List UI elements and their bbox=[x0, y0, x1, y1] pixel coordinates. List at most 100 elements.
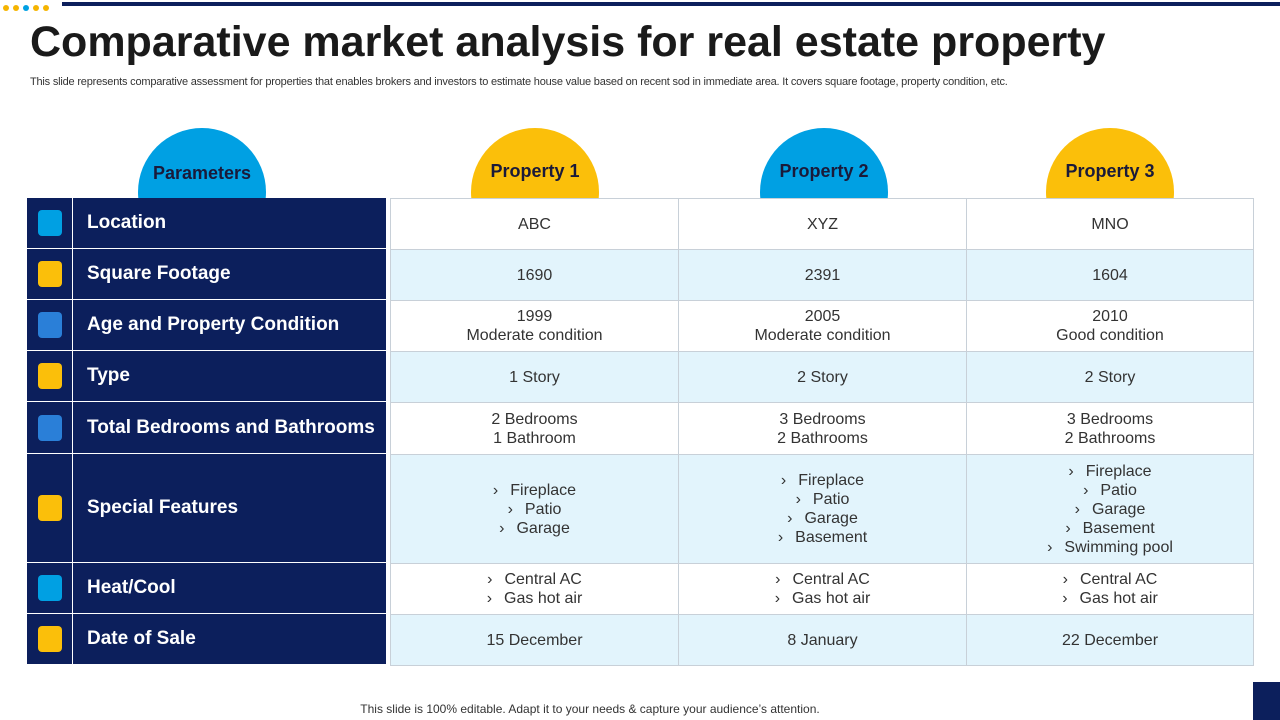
icon bbox=[37, 312, 62, 338]
header-text: Parameters bbox=[152, 163, 252, 183]
icon bbox=[37, 575, 62, 601]
column-header: Property 2 bbox=[760, 128, 888, 198]
cell-line: ABC bbox=[518, 215, 551, 233]
cell-line: Central AC bbox=[487, 570, 581, 589]
table-cell: Central ACGas hot air bbox=[966, 563, 1254, 615]
row-icon bbox=[27, 454, 73, 563]
header-text: Property 3 bbox=[1065, 161, 1155, 181]
table-cell: 2391 bbox=[678, 249, 967, 301]
cell-line: 1 Story bbox=[509, 368, 560, 386]
table-cell: 2 Bedrooms 1 Bathroom bbox=[390, 402, 679, 455]
table-cell: 1604 bbox=[966, 249, 1254, 301]
table-cell: 8 January bbox=[678, 614, 967, 666]
cell-line: Central AC bbox=[775, 570, 869, 589]
cell-line: Garage bbox=[1075, 500, 1145, 519]
column-header: Property 1 bbox=[471, 128, 599, 198]
icon bbox=[37, 626, 62, 652]
title: Comparative market analysis for real est… bbox=[30, 18, 1106, 66]
table-cell: FireplacePatioGarageBasementSwimming poo… bbox=[966, 454, 1254, 564]
table-cell: Central ACGas hot air bbox=[390, 563, 679, 615]
cell-line: Fireplace bbox=[1068, 462, 1152, 481]
cell-line: 2391 bbox=[804, 266, 841, 284]
dots bbox=[0, 0, 60, 11]
cell-line: Fireplace bbox=[493, 481, 576, 500]
cell-line: 2 Bedrooms bbox=[491, 410, 578, 428]
cell-line: 2 Bathrooms bbox=[1064, 429, 1156, 447]
icon bbox=[37, 261, 62, 287]
table-cell: Central ACGas hot air bbox=[678, 563, 967, 615]
table-cell: 3 Bedrooms 2 Bathrooms bbox=[966, 402, 1254, 455]
cell-line: Basement bbox=[778, 528, 867, 547]
row-icon bbox=[27, 563, 73, 614]
row-label: Location bbox=[73, 198, 386, 249]
icon bbox=[37, 495, 62, 521]
cell-line: 1690 bbox=[516, 266, 553, 284]
cell-line: Good condition bbox=[1056, 327, 1164, 344]
cell-line: 1 Bathroom bbox=[493, 429, 576, 447]
table-cell: 2010 Good condition bbox=[966, 300, 1254, 352]
row-icon bbox=[27, 249, 73, 300]
cell-line: 1999 bbox=[516, 308, 553, 325]
cell-line: Swimming pool bbox=[1047, 538, 1172, 557]
column-header: Property 3 bbox=[1046, 128, 1174, 198]
cell-line: Basement bbox=[1065, 519, 1155, 538]
row-label: Total Bedrooms and Bathrooms bbox=[73, 402, 386, 454]
table-cell: XYZ bbox=[678, 198, 967, 250]
corner-block bbox=[1253, 682, 1280, 720]
table-cell: 1999 Moderate condition bbox=[390, 300, 679, 352]
cell-line: MNO bbox=[1091, 215, 1129, 233]
table-cell: MNO bbox=[966, 198, 1254, 250]
cell-line: 1604 bbox=[1092, 266, 1128, 284]
table-cell: ABC bbox=[390, 198, 679, 250]
table-cell: 2 Story bbox=[966, 351, 1254, 403]
cell-line: Garage bbox=[787, 509, 857, 528]
cell-line: Patio bbox=[1083, 481, 1136, 500]
icon bbox=[37, 414, 62, 441]
row-label: Age and Property Condition bbox=[73, 300, 386, 351]
cell-line: XYZ bbox=[806, 215, 839, 233]
cell-line: Gas hot air bbox=[487, 589, 582, 608]
table-cell: 1 Story bbox=[390, 351, 679, 403]
table-cell: 22 December bbox=[966, 614, 1254, 666]
cell-line: Moderate condition bbox=[466, 327, 603, 344]
row-label: Type bbox=[73, 351, 386, 402]
cell-line: 3 Bedrooms bbox=[1066, 410, 1154, 428]
row-icon bbox=[27, 300, 73, 351]
cell-line: Patio bbox=[796, 490, 849, 509]
cell-line: Garage bbox=[499, 519, 569, 538]
row-label: Date of Sale bbox=[73, 614, 386, 665]
subtitle: This slide represents comparative assess… bbox=[30, 76, 1008, 88]
header-text: Property 2 bbox=[779, 161, 869, 181]
cell-line: 2005 bbox=[804, 308, 841, 325]
column-header: Parameters bbox=[138, 128, 266, 198]
cell-line: 8 January bbox=[787, 631, 858, 649]
cell-line: 22 December bbox=[1061, 631, 1159, 649]
cell-line: 3 Bedrooms bbox=[779, 410, 866, 428]
row-icon bbox=[27, 198, 73, 249]
cell-line: 15 December bbox=[486, 631, 583, 649]
row-icon bbox=[27, 614, 73, 665]
cell-line: 2 Bathrooms bbox=[777, 429, 868, 447]
table-cell: 1690 bbox=[390, 249, 679, 301]
table-cell: 2005 Moderate condition bbox=[678, 300, 967, 352]
icon bbox=[37, 363, 62, 389]
table-cell: FireplacePatioGarageBasement bbox=[678, 454, 967, 564]
row-label: Special Features bbox=[73, 454, 386, 563]
header-text: Property 1 bbox=[490, 161, 580, 181]
cell-line: Gas hot air bbox=[775, 589, 870, 608]
row-label: Square Footage bbox=[73, 249, 386, 300]
row-label: Heat/Cool bbox=[73, 563, 386, 614]
icon bbox=[37, 210, 62, 236]
cell-line: 2 Story bbox=[797, 368, 848, 386]
cell-line: Gas hot air bbox=[1062, 589, 1158, 608]
row-icon bbox=[27, 351, 73, 402]
cell-line: Patio bbox=[508, 500, 561, 519]
footer-note: This slide is 100% editable. Adapt it to… bbox=[360, 702, 820, 716]
table-cell: FireplacePatioGarage bbox=[390, 454, 679, 564]
cell-line: 2010 bbox=[1092, 308, 1128, 325]
table-cell: 2 Story bbox=[678, 351, 967, 403]
row-icon bbox=[27, 402, 73, 454]
cell-line: Moderate condition bbox=[754, 327, 891, 344]
cell-line: Fireplace bbox=[781, 471, 864, 490]
